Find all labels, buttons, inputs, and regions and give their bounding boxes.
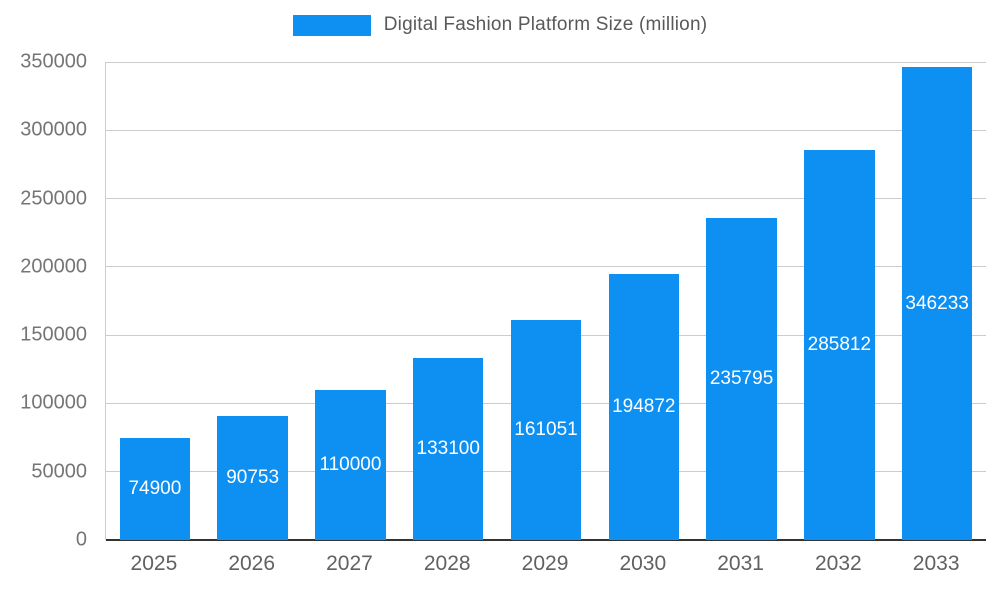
x-tick-label: 2030 <box>619 552 667 575</box>
bar-value-label: 194872 <box>612 395 676 417</box>
x-tick-label: 2031 <box>717 552 764 575</box>
x-tick-label: 2028 <box>423 552 471 575</box>
x-tick-label: 2026 <box>228 552 276 575</box>
bar-value-label: 90753 <box>226 467 280 489</box>
x-tick-label: 2029 <box>521 552 569 575</box>
x-tick-label: 2033 <box>912 552 960 575</box>
bar-column: 194872 <box>595 62 693 540</box>
y-tick-label: 350000 <box>20 50 87 73</box>
bar-2026: 90753 <box>217 416 288 540</box>
bar-value-label: 235795 <box>709 367 774 389</box>
y-tick-label: 0 <box>75 528 87 551</box>
bars: 74900 90753 110000 133100 161051 194872 235795… <box>106 62 986 540</box>
bar-column: 74900 <box>106 62 204 540</box>
bar-2033: 346233 <box>901 67 973 540</box>
chart-title: Digital Fashion Platform Size (million) <box>383 14 708 35</box>
plot-area: 74900 90753 110000 133100 161051 194872 235795… <box>105 61 986 541</box>
bar-column: 346233 <box>888 62 986 540</box>
bar-column: 161051 <box>497 62 595 540</box>
bar-value-label: 74900 <box>128 477 182 499</box>
gridline <box>106 61 986 63</box>
gridline <box>106 198 986 200</box>
bar-2029: 161051 <box>510 320 582 540</box>
y-tick-label: 300000 <box>20 118 87 141</box>
bar-column: 110000 <box>302 62 400 540</box>
bar-value-label: 161051 <box>514 419 578 441</box>
legend-swatch <box>292 14 371 36</box>
x-tick-label: 2032 <box>815 552 862 575</box>
y-tick-label: 100000 <box>20 391 87 414</box>
x-axis-labels: 2025 2026 2027 2028 2029 2030 2031 2032 2033 <box>105 552 985 576</box>
y-tick-label: 200000 <box>20 255 87 278</box>
gridline <box>106 129 986 131</box>
bar-2030: 194872 <box>608 273 679 540</box>
y-axis-labels: 0 50000 100000 150000 200000 250000 300000 3500… <box>0 51 97 551</box>
gridline <box>106 266 986 268</box>
x-tick-label: 2027 <box>326 552 373 575</box>
bar-column: 90753 <box>204 62 302 540</box>
y-tick-label: 50000 <box>31 460 87 483</box>
bar-2032: 285812 <box>804 149 875 540</box>
bar-2031: 235795 <box>706 217 777 540</box>
bar-column: 235795 <box>693 62 791 540</box>
x-tick-label: 2025 <box>130 552 178 575</box>
y-tick-label: 250000 <box>20 187 87 210</box>
bar-value-label: 285812 <box>807 333 872 355</box>
y-tick-label: 150000 <box>20 323 87 346</box>
bar-value-label: 110000 <box>319 453 382 475</box>
axis-baseline <box>106 539 986 541</box>
bar-column: 133100 <box>399 62 497 540</box>
bar-2028: 133100 <box>413 358 484 540</box>
bar-2027: 110000 <box>315 389 386 540</box>
bar-value-label: 346233 <box>905 292 969 314</box>
chart-legend: Digital Fashion Platform Size (million) <box>0 14 1000 36</box>
bar-column: 285812 <box>790 62 888 540</box>
bar-value-label: 133100 <box>416 438 480 460</box>
bar-2025: 74900 <box>119 437 191 540</box>
